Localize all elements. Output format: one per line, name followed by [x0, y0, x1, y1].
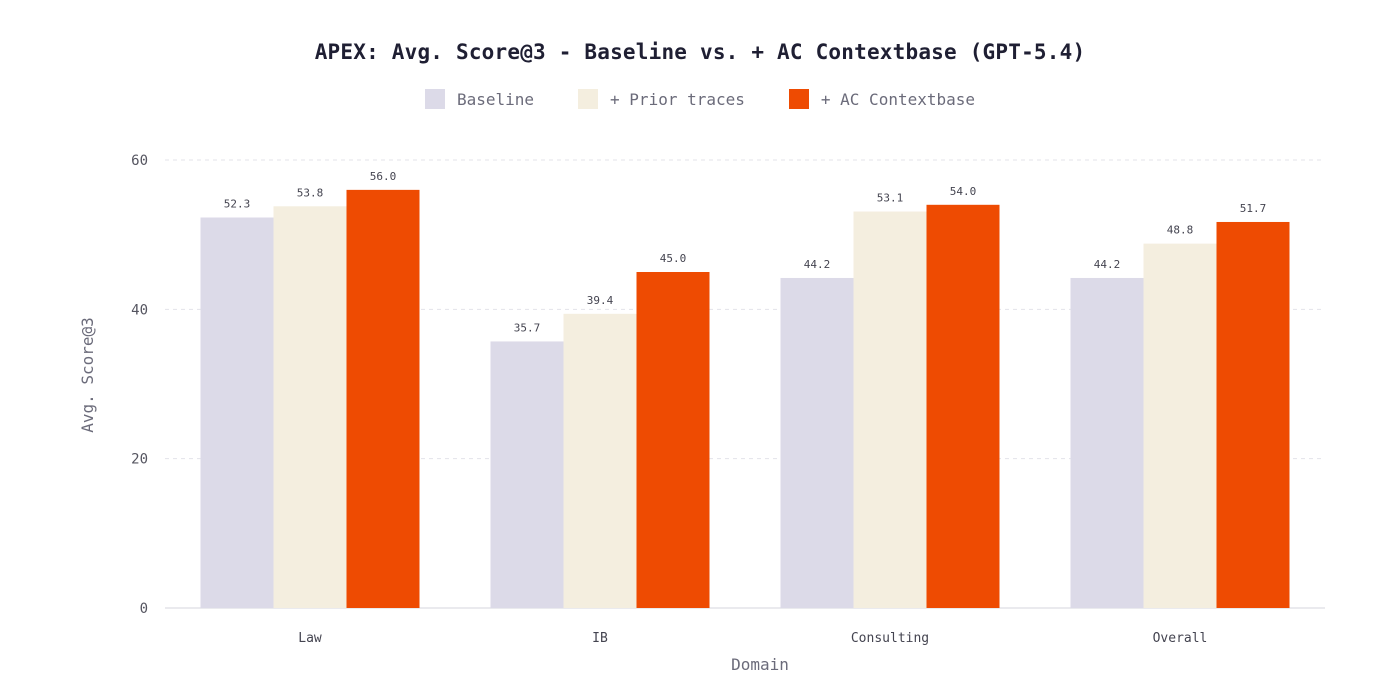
y-tick-label: 0: [140, 601, 148, 617]
bar: [926, 204, 1000, 609]
bar: [780, 277, 854, 608]
legend-swatch: [788, 89, 809, 109]
data-label: 53.1: [877, 192, 904, 205]
bar: [1070, 277, 1144, 608]
legend-label: + Prior traces: [610, 89, 745, 109]
bar: [490, 341, 564, 608]
chart-legend: Baseline + Prior traces + AC Contextbase: [0, 89, 1400, 109]
legend-swatch: [578, 89, 599, 109]
bar: [636, 272, 710, 608]
chart-title: APEX: Avg. Score@3 - Baseline vs. + AC C…: [314, 40, 1086, 64]
data-label: 35.7: [514, 321, 541, 334]
x-tick-label: Consulting: [851, 631, 929, 646]
legend-label: Baseline: [456, 89, 535, 109]
legend-item: Baseline: [424, 89, 535, 109]
data-label: 52.3: [224, 197, 251, 210]
data-label: 56.0: [370, 170, 397, 183]
bar: [346, 189, 420, 608]
legend-item: + Prior traces: [578, 89, 745, 109]
data-label: 48.8: [1167, 224, 1194, 237]
data-label: 53.8: [297, 186, 324, 199]
y-tick-label: 60: [131, 153, 148, 169]
bar: [1216, 221, 1290, 608]
x-tick-label: Law: [298, 631, 322, 646]
x-tick-label: IB: [592, 631, 608, 646]
data-label: 39.4: [587, 294, 614, 307]
y-axis-title: Avg. Score@3: [78, 317, 97, 433]
legend-item: + AC Contextbase: [788, 89, 976, 109]
y-tick-label: 20: [131, 452, 148, 468]
legend-swatch: [424, 89, 445, 109]
data-label: 44.2: [1094, 258, 1121, 271]
data-label: 44.2: [804, 258, 831, 271]
data-label: 54.0: [950, 185, 977, 198]
bar: [200, 217, 274, 608]
bar: [563, 313, 637, 608]
x-tick-label: Overall: [1153, 631, 1208, 646]
x-axis-title: Domain: [731, 655, 789, 674]
bar: [1143, 243, 1217, 609]
legend-label: + AC Contextbase: [820, 89, 976, 109]
bar: [273, 206, 347, 608]
y-tick-label: 40: [131, 302, 148, 318]
data-label: 45.0: [660, 252, 687, 265]
bar: [853, 211, 927, 608]
data-label: 51.7: [1240, 202, 1267, 215]
